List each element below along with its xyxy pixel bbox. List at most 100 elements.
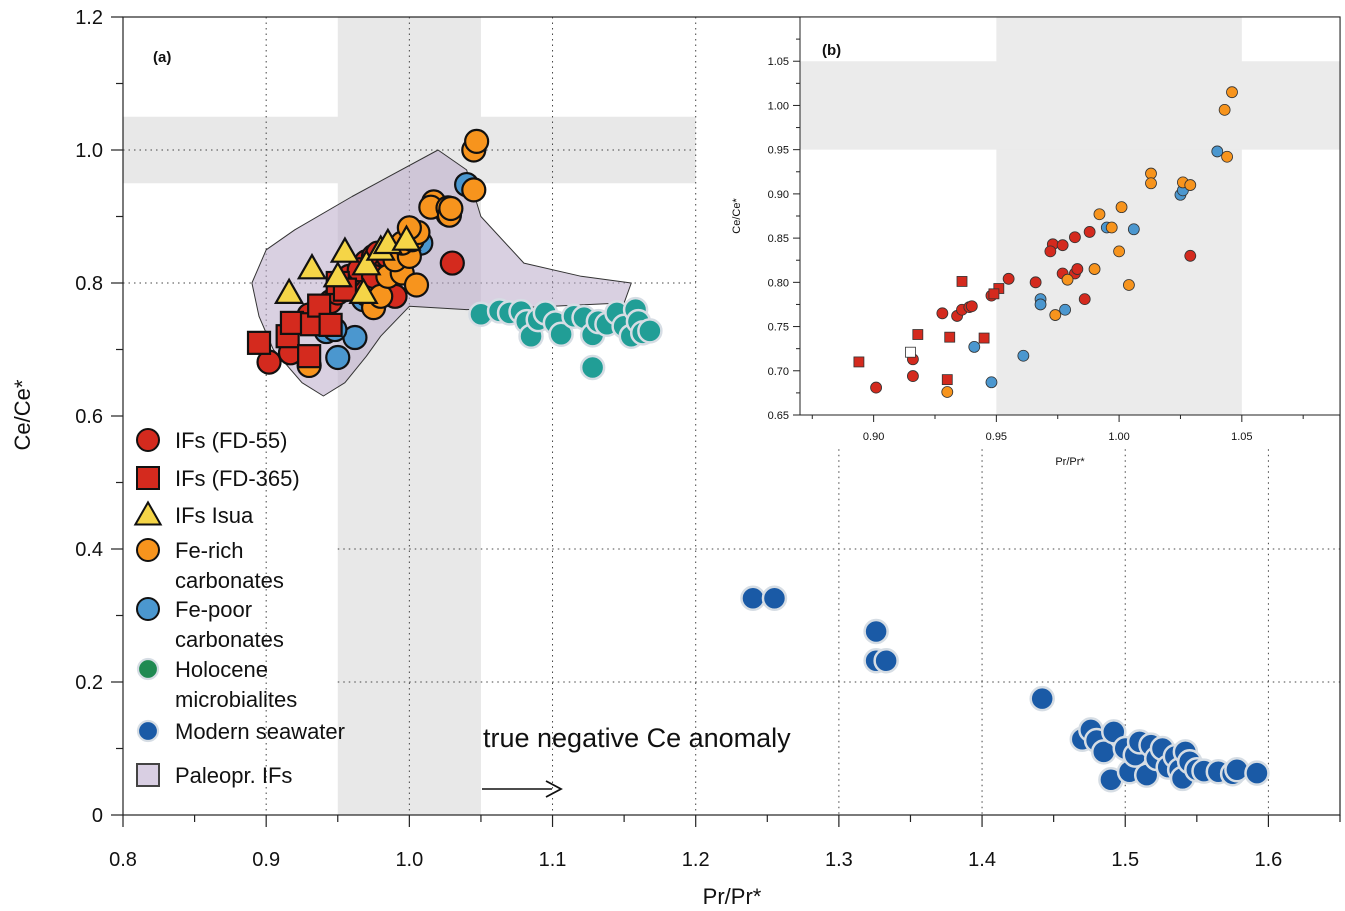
inset-point-ferich xyxy=(1093,208,1106,221)
point-isua xyxy=(322,260,353,288)
legend-marker-ferich xyxy=(136,538,160,562)
x-tick-label: 1.3 xyxy=(825,849,853,871)
inset-y-tick-labels: 0.65 0.70 0.75 0.80 0.85 0.90 0.95 1.00 1.05 xyxy=(768,56,789,422)
point-fepoor xyxy=(325,344,351,371)
legend-label: IFs (FD-365) xyxy=(175,466,300,491)
legend-label: IFs Isua xyxy=(175,503,254,528)
point-holocene xyxy=(548,321,574,347)
inset-point-fd55 xyxy=(1002,272,1015,285)
legend-item-paleo: Paleopr. IFs xyxy=(136,763,292,788)
x-tick-label: 0.8 xyxy=(109,849,137,871)
main-x-axis-label: Pr/Pr* xyxy=(703,884,762,909)
legend-marker-fd365 xyxy=(136,466,160,490)
true-negative-ce-anomaly-label: true negative Ce anomaly xyxy=(483,723,791,753)
inset-data-points xyxy=(853,86,1238,398)
x-tick-label: 0.9 xyxy=(252,849,280,871)
inset-x-tick-label: 0.90 xyxy=(863,431,884,443)
x-tick-label: 1.5 xyxy=(1111,849,1139,871)
inset-point-fd55 xyxy=(907,370,919,382)
main-data-points xyxy=(246,128,1270,793)
legend-item-isua: IFs Isua xyxy=(133,500,254,528)
inset-point-ferich xyxy=(1088,263,1101,275)
inset-panel-b: 0.90 0.95 1.00 1.05 0.65 0.70 0.75 0.80 0.85 0.9… xyxy=(731,16,1341,468)
point-isua xyxy=(351,248,382,276)
inset-y-tick-label: 0.70 xyxy=(768,366,789,378)
inset-point-fd365 xyxy=(956,276,968,287)
legend-label: carbonates xyxy=(175,627,284,652)
point-fd365 xyxy=(297,344,322,369)
main-gridlines xyxy=(123,17,1340,815)
y-tick-label: 0.2 xyxy=(75,672,103,694)
y-tick-label: 0.8 xyxy=(75,273,103,295)
point-isua xyxy=(391,224,422,251)
inset-x-axis-label: Pr/Pr* xyxy=(1055,456,1085,468)
point-seawater xyxy=(740,585,766,611)
legend-item-fd55: IFs (FD-55) xyxy=(136,428,287,453)
anomaly-arrow xyxy=(482,780,563,798)
inset-point-ferich xyxy=(1049,309,1062,321)
point-fd365 xyxy=(246,330,272,355)
point-isua xyxy=(348,277,379,304)
main-plot-frame xyxy=(111,16,1341,827)
main-y-axis-label: Ce/Ce* xyxy=(10,379,35,450)
legend-label: Fe-rich xyxy=(175,538,243,563)
point-fd365 xyxy=(318,312,343,337)
inset-point-fd365 xyxy=(944,331,956,343)
point-seawater xyxy=(863,618,889,645)
inset-point-fd365_open xyxy=(905,346,916,358)
legend-marker-holocene xyxy=(136,657,160,681)
inset-y-tick-label: 0.90 xyxy=(768,189,789,201)
point-isua xyxy=(329,236,361,263)
legend-item-fepoor: Fe-poor carbonates xyxy=(136,597,284,652)
point-ferich xyxy=(438,195,464,222)
legend-label: microbialites xyxy=(175,687,297,712)
inset-point-fd365 xyxy=(941,374,953,386)
inset-shaded-bands xyxy=(800,17,1340,415)
legend-label: Holocene xyxy=(175,657,268,682)
inset-point-fd365 xyxy=(988,288,1000,300)
legend-item-holocene: Holocene microbialites xyxy=(136,657,297,712)
inset-y-tick-label: 0.80 xyxy=(768,277,789,289)
inset-point-ferich xyxy=(1061,273,1074,286)
legend-marker-fepoor xyxy=(136,597,160,621)
point-seawater xyxy=(761,585,788,611)
main-x-tick-labels: 0.8 0.9 1.0 1.1 1.2 1.3 1.4 1.5 1.6 xyxy=(109,849,1282,871)
inset-point-fd55 xyxy=(1083,226,1096,238)
inset-y-tick-label: 0.95 xyxy=(768,145,789,157)
inset-x-tick-label: 0.95 xyxy=(986,431,1007,443)
inset-point-fepoor xyxy=(985,376,998,389)
point-holocene xyxy=(579,354,606,381)
inset-point-ferich xyxy=(1113,245,1125,258)
inset-point-ferich xyxy=(1145,177,1157,190)
inset-ce-band xyxy=(800,61,1340,150)
inset-point-fd365 xyxy=(853,356,865,368)
inset-point-ferich xyxy=(1184,179,1197,191)
inset-series-ferich xyxy=(941,86,1238,398)
main-y-tick-labels: 0 0.2 0.4 0.6 0.8 1.0 1.2 xyxy=(75,7,103,827)
panel-b-label: (b) xyxy=(822,42,841,59)
inset-point-fepoor xyxy=(1211,145,1224,158)
legend-label: Modern seawater xyxy=(175,719,345,744)
point-seawater xyxy=(873,647,899,674)
inset-y-axis-label: Ce/Ce* xyxy=(731,198,743,234)
x-tick-label: 1.2 xyxy=(682,849,710,871)
point-ferich xyxy=(464,128,490,154)
inset-point-fepoor xyxy=(1127,223,1140,236)
legend-item-fd365: IFs (FD-365) xyxy=(136,466,300,491)
inset-point-ferich xyxy=(1115,201,1128,214)
legend-label: Fe-poor xyxy=(175,597,252,622)
inset-point-fepoor xyxy=(1059,303,1071,316)
inset-point-fd55 xyxy=(870,381,882,394)
legend-label: IFs (FD-55) xyxy=(175,428,287,453)
x-tick-label: 1.0 xyxy=(395,849,423,871)
inset-x-tick-label: 1.05 xyxy=(1231,431,1252,443)
inset-point-fd55 xyxy=(1029,276,1042,289)
inset-point-fd55 xyxy=(1056,239,1069,252)
legend-marker-isua xyxy=(133,500,163,526)
inset-point-ferich xyxy=(1123,279,1135,291)
inset-series-fd365 xyxy=(853,276,1005,386)
y-tick-label: 0.4 xyxy=(75,539,103,561)
inset-point-ferich xyxy=(1221,150,1233,163)
inset-point-fd55 xyxy=(936,307,949,320)
legend: IFs (FD-55) IFs (FD-365) IFs Isua Fe-rich ca… xyxy=(133,428,345,788)
